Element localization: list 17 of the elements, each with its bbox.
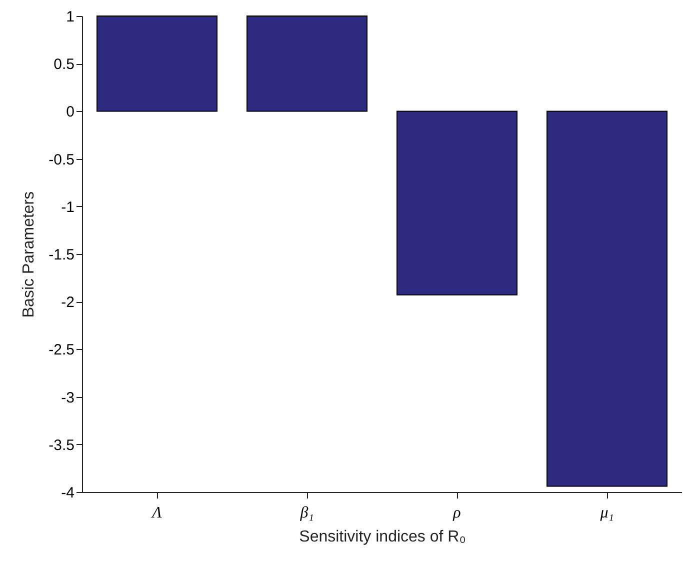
y-tick-label: -2.5 xyxy=(48,342,74,359)
y-tick-label: -1.5 xyxy=(48,246,74,264)
y-tick-label: 0 xyxy=(66,104,74,121)
y-tick-label: 1 xyxy=(66,8,74,26)
y-tick-label: -1 xyxy=(61,198,74,216)
y-tick-label: -2 xyxy=(61,294,74,312)
y-tick-label: -0.5 xyxy=(48,151,74,168)
y-tick-label: -3 xyxy=(61,389,74,406)
y-tick-label: -3.5 xyxy=(48,436,74,454)
x-tick-label: ρ xyxy=(452,504,462,522)
y-tick-label: 0.5 xyxy=(54,56,74,74)
y-axis-title: Basic Parameters xyxy=(20,191,38,318)
x-tick-label: β₁ xyxy=(299,504,314,522)
x-tick-label: Λ xyxy=(150,504,162,522)
x-axis-title: Sensitivity indices of R₀ xyxy=(299,528,466,546)
y-tick-label: -4 xyxy=(61,484,74,502)
x-tick-label: μ₁ xyxy=(599,504,614,522)
